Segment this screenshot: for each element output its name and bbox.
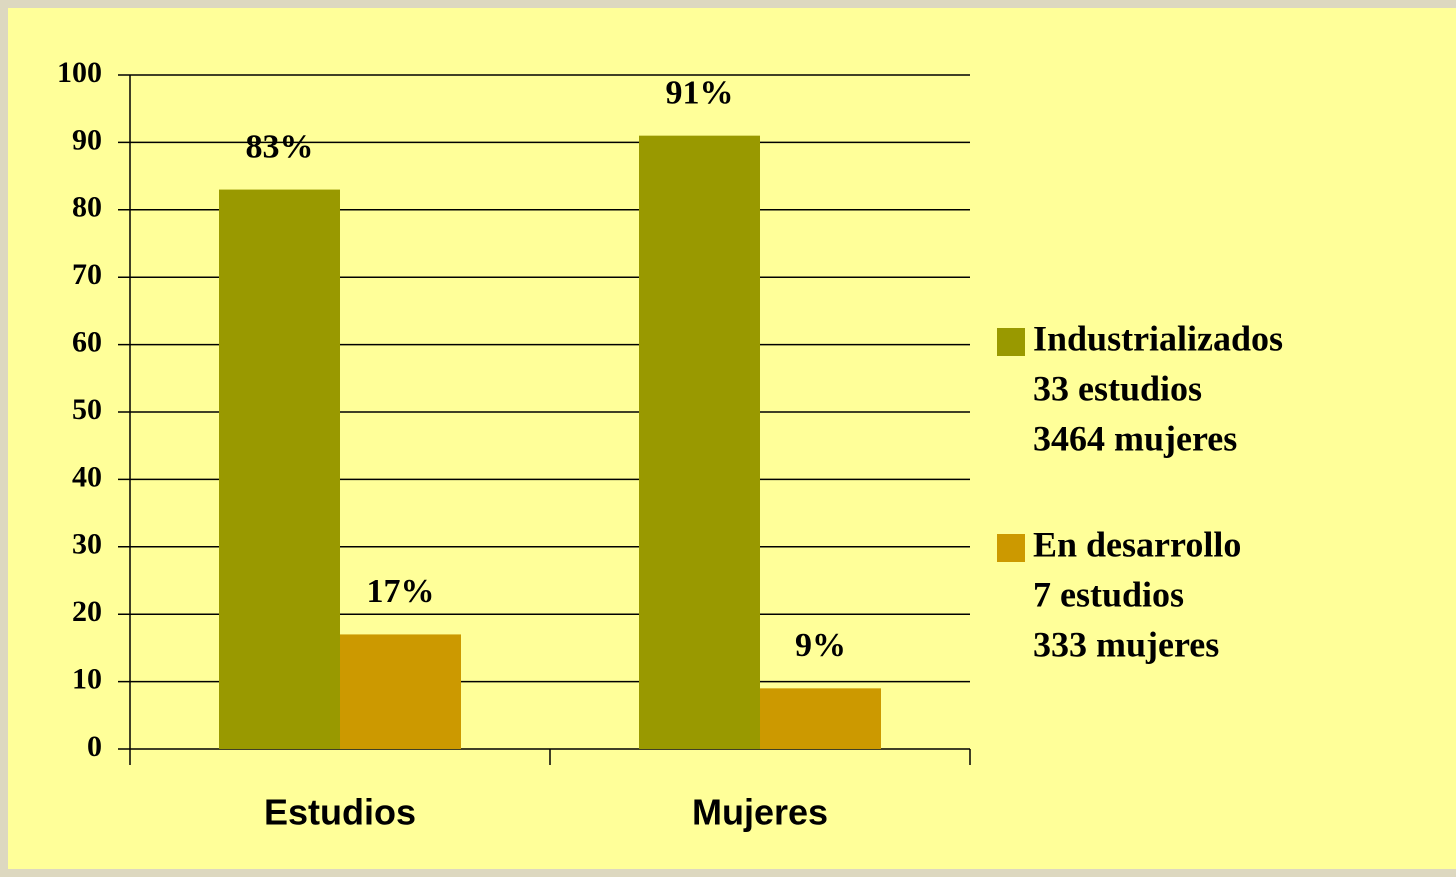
y-tick-label: 40 (72, 460, 102, 493)
value-label: 9% (795, 627, 846, 664)
y-tick-label: 60 (72, 325, 102, 358)
y-tick-label: 20 (72, 595, 102, 628)
value-label: 91% (666, 74, 734, 111)
bar (639, 135, 760, 749)
bar (760, 688, 881, 749)
bar (340, 634, 461, 749)
legend-swatch (997, 534, 1025, 562)
legend-swatch (997, 328, 1025, 356)
x-tick-label: Mujeres (692, 792, 828, 833)
value-label: 17% (367, 573, 435, 610)
y-tick-label: 90 (72, 123, 102, 156)
legend-detail: 333 mujeres (1033, 624, 1219, 664)
y-tick-label: 80 (72, 191, 102, 224)
legend-label: En desarrollo (1033, 524, 1241, 564)
bar (219, 189, 340, 749)
y-tick-label: 0 (87, 730, 102, 763)
y-tick-label: 30 (72, 528, 102, 561)
legend-label: Industrializados (1033, 318, 1283, 358)
y-tick-label: 50 (72, 393, 102, 426)
legend-detail: 3464 mujeres (1033, 418, 1237, 458)
y-tick-label: 70 (72, 258, 102, 291)
legend-detail: 33 estudios (1033, 368, 1202, 408)
value-label: 83% (246, 128, 314, 165)
legend-detail: 7 estudios (1033, 574, 1184, 614)
x-tick-label: Estudios (264, 792, 416, 833)
y-tick-label: 100 (57, 56, 102, 89)
y-tick-label: 10 (72, 662, 102, 695)
